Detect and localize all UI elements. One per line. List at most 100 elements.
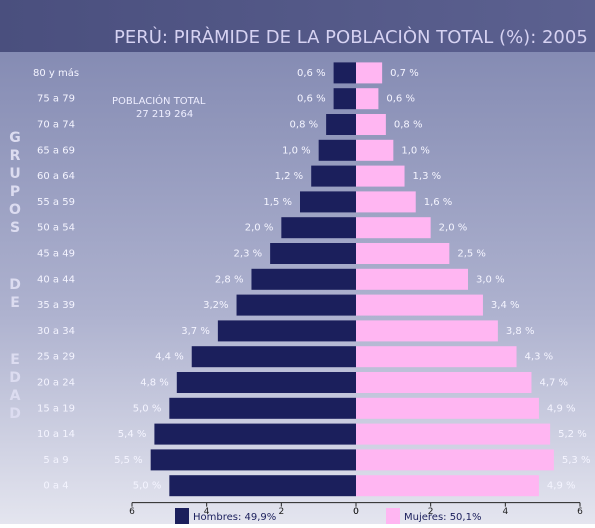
bar (356, 346, 517, 368)
category-label: 60 a 64 (37, 171, 75, 182)
category-label: 45 a 49 (37, 249, 75, 260)
value-label: 2,3 % (234, 249, 263, 260)
value-label: 0,8 % (394, 120, 423, 131)
value-label: 0,6 % (297, 94, 326, 105)
bar (318, 139, 356, 161)
bar (356, 114, 386, 135)
value-label: 1,5 % (263, 197, 292, 208)
bar (251, 268, 356, 290)
bar (356, 191, 416, 213)
bar (169, 397, 356, 419)
legend-label: Hombres: 49,9% (193, 512, 276, 523)
category-label: 65 a 69 (37, 145, 75, 156)
bar (176, 372, 356, 393)
bar (356, 217, 431, 239)
category-label: 70 a 74 (37, 120, 75, 131)
value-label: 5,4 % (118, 429, 147, 440)
value-label: 5,5 % (114, 455, 143, 466)
category-label: 55 a 59 (37, 197, 75, 208)
bar (356, 475, 539, 497)
x-tick-label: 0 (353, 507, 359, 517)
chart-title: PERÙ: PIRÀMIDE DE LA POBLACIÒN TOTAL (%)… (114, 26, 588, 48)
x-tick-label: 0 (353, 507, 359, 517)
value-label: 1,6 % (424, 197, 453, 208)
bar (300, 191, 356, 213)
bar (169, 475, 356, 497)
bar (333, 88, 356, 110)
category-label: 35 a 39 (37, 300, 75, 311)
bar (191, 346, 356, 368)
legend-swatch (386, 508, 400, 524)
bar (270, 243, 356, 264)
category-label: 0 a 4 (43, 481, 68, 492)
bar (356, 372, 532, 393)
value-label: 5,0 % (133, 481, 162, 492)
bar (356, 320, 498, 342)
bar (311, 165, 356, 187)
value-label: 0,6 % (386, 94, 415, 105)
category-label: 10 a 14 (37, 429, 75, 440)
value-label: 3,7 % (181, 326, 210, 337)
bar (356, 165, 405, 187)
bar (154, 423, 356, 445)
category-label: 15 a 19 (37, 403, 75, 414)
bar (356, 139, 394, 161)
value-label: 0,8 % (290, 120, 319, 131)
value-label: 0,7 % (390, 68, 419, 79)
value-label: 5,3 % (562, 455, 591, 466)
value-label: 4,7 % (539, 378, 568, 389)
bar (333, 62, 356, 84)
bar (356, 397, 539, 419)
x-tick-label: 4 (204, 507, 210, 517)
x-tick-label: 6 (129, 507, 135, 517)
x-tick-label: 2 (278, 507, 284, 517)
x-tick-label: 2 (428, 507, 434, 517)
legend-label: Mujeres: 50,1% (404, 512, 481, 523)
bar (356, 88, 379, 110)
value-label: 4,8 % (140, 378, 169, 389)
bar (326, 114, 356, 135)
value-label: 2,0 % (245, 223, 274, 234)
category-label: 75 a 79 (37, 94, 75, 105)
value-label: 3,8 % (506, 326, 535, 337)
value-label: 4,9 % (547, 481, 576, 492)
value-label: 3,4 % (491, 300, 520, 311)
bar (356, 423, 551, 445)
annotation: POBLACIÓN TOTAL (112, 94, 206, 107)
value-label: 1,0 % (401, 145, 430, 156)
value-label: 4,3 % (525, 352, 554, 363)
bar (356, 62, 383, 84)
category-label: 50 a 54 (37, 223, 75, 234)
title-bar (0, 0, 595, 52)
bar (356, 449, 554, 471)
y-axis-label: GRUPOS (7, 130, 23, 238)
value-label: 5,0 % (133, 403, 162, 414)
value-label: 3,2% (203, 300, 228, 311)
annotation: 27 219 264 (136, 109, 193, 120)
value-label: 0,6 % (297, 68, 326, 79)
x-tick-label: 6 (577, 507, 583, 517)
bar (150, 449, 356, 471)
value-label: 2,0 % (439, 223, 468, 234)
bar (236, 294, 356, 316)
value-label: 2,5 % (457, 249, 486, 260)
value-label: 3,0 % (476, 274, 505, 285)
y-axis-label: EDAD (7, 352, 23, 424)
value-label: 1,2 % (275, 171, 304, 182)
category-label: 40 a 44 (37, 274, 75, 285)
value-label: 4,9 % (547, 403, 576, 414)
category-label: 30 a 34 (37, 326, 75, 337)
bar (217, 320, 356, 342)
bar (281, 217, 356, 239)
value-label: 5,2 % (558, 429, 587, 440)
y-axis-label: DE (7, 277, 23, 313)
bar (356, 294, 483, 316)
value-label: 1,0 % (282, 145, 311, 156)
category-label: 25 a 29 (37, 352, 75, 363)
value-label: 2,8 % (215, 274, 244, 285)
category-label: 20 a 24 (37, 378, 75, 389)
category-label: 80 y más (33, 67, 79, 79)
legend-swatch (175, 508, 189, 524)
value-label: 1,3 % (413, 171, 442, 182)
